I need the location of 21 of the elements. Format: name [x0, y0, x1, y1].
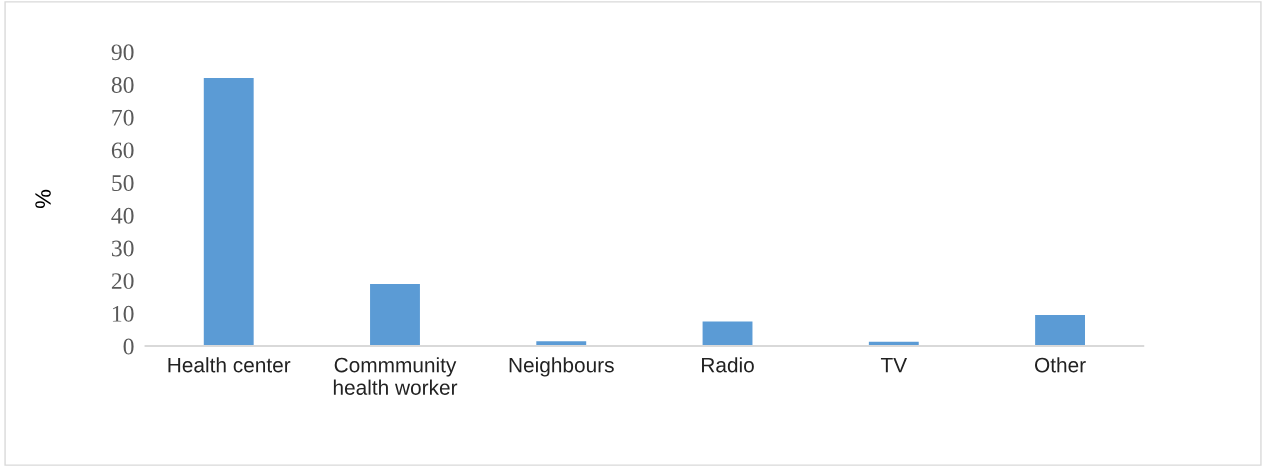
y-tick-label: 40: [111, 207, 134, 224]
y-tick-label: 50: [112, 175, 134, 192]
bar: [203, 77, 254, 347]
bar: [702, 321, 753, 347]
x-tick-label: Health center: [168, 357, 291, 373]
bar: [1035, 314, 1085, 347]
y-tick-label: 10: [112, 305, 134, 322]
x-tick-label: Neighbours: [509, 357, 614, 377]
y-tick-label: 30: [112, 240, 134, 257]
y-tick-label: 60: [111, 142, 134, 159]
y-tick-label: 0: [123, 338, 134, 355]
y-axis-title: %: [35, 189, 51, 209]
x-tick-label: Other: [1035, 357, 1086, 373]
y-tick-label: 80: [111, 77, 134, 93]
x-tick-label: Radio: [702, 357, 754, 373]
x-tick-label: TV: [880, 357, 908, 373]
y-tick-label: 90: [111, 44, 134, 61]
y-tick-label: 70: [112, 109, 134, 126]
x-tick-label: Commmunity health worker: [333, 357, 458, 395]
y-tick-label: 20: [111, 273, 134, 290]
bar: [370, 283, 420, 347]
